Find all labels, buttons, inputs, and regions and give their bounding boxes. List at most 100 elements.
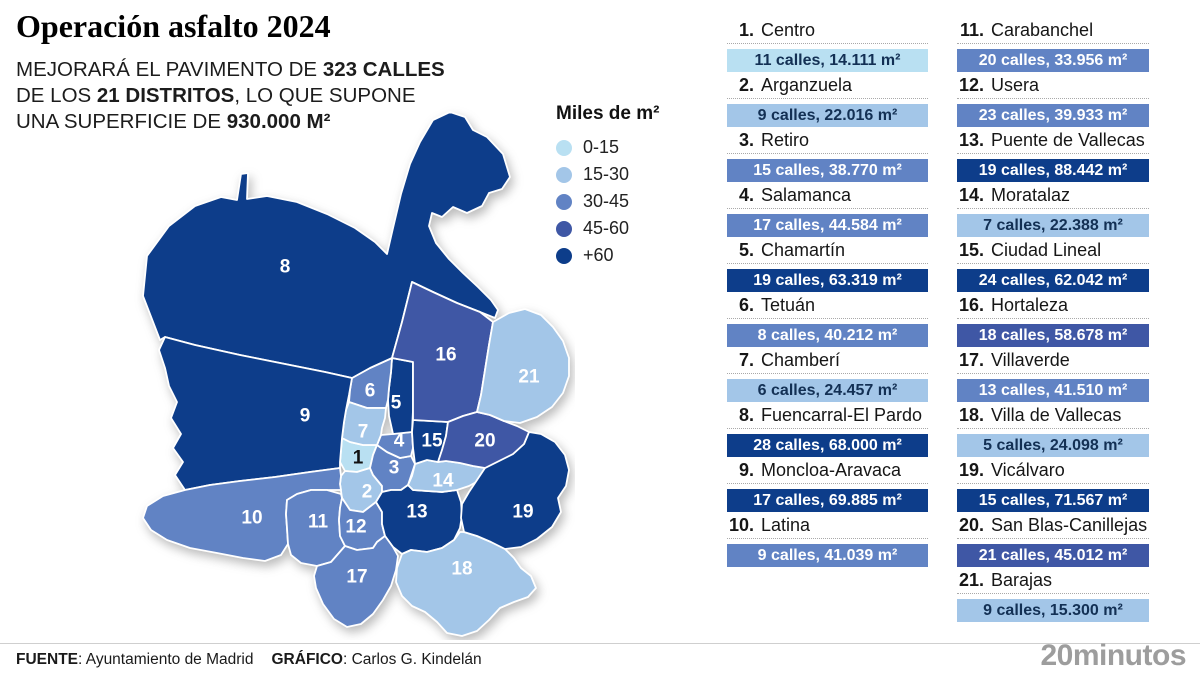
district-name-row: 11. Carabanchel	[957, 20, 1149, 44]
district-shape-18	[395, 531, 537, 637]
district-number: 10.	[728, 515, 754, 535]
district-entry-21: 21. Barajas 9 calles, 15.300 m²	[957, 570, 1149, 622]
district-entry-16: 16. Hortaleza 18 calles, 58.678 m²	[957, 295, 1149, 347]
district-name: Moncloa-Aravaca	[761, 460, 902, 480]
district-map-number-4: 4	[394, 431, 405, 452]
district-name-row: 20. San Blas-Canillejas	[957, 515, 1149, 539]
district-value-bar: 11 calles, 14.111 m²	[727, 49, 928, 72]
district-number: 11.	[959, 20, 984, 40]
district-entry-8: 8. Fuencarral-El Pardo 28 calles, 68.000 m…	[727, 405, 928, 457]
district-name-row: 4. Salamanca	[727, 185, 928, 209]
district-number: 12.	[958, 75, 984, 95]
district-value-bar: 15 calles, 38.770 m²	[727, 159, 928, 182]
district-entry-15: 15. Ciudad Lineal 24 calles, 62.042 m²	[957, 240, 1149, 292]
district-entry-19: 19. Vicálvaro 15 calles, 71.567 m²	[957, 460, 1149, 512]
district-value-bar: 13 calles, 41.510 m²	[957, 379, 1149, 402]
district-number: 21.	[958, 570, 984, 590]
district-map-number-1: 1	[353, 448, 364, 469]
district-map-number-19: 19	[512, 502, 533, 523]
district-name-row: 13. Puente de Vallecas	[957, 130, 1149, 154]
district-number: 6.	[738, 295, 754, 315]
district-value-bar: 19 calles, 88.442 m²	[957, 159, 1149, 182]
district-list-column-1: 1. Centro 11 calles, 14.111 m² 2. Arganzuela…	[727, 20, 928, 570]
district-map-number-15: 15	[421, 431, 443, 452]
district-name: Arganzuela	[761, 75, 853, 95]
district-name: Usera	[991, 75, 1040, 95]
district-name-row: 7. Chamberí	[727, 350, 928, 374]
footer-divider	[0, 643, 1200, 644]
district-value-bar: 17 calles, 44.584 m²	[727, 214, 928, 237]
district-number: 7.	[738, 350, 754, 370]
district-value-bar: 20 calles, 33.956 m²	[957, 49, 1149, 72]
district-name: Tetuán	[761, 295, 816, 315]
district-number: 4.	[738, 185, 754, 205]
district-entry-10: 10. Latina 9 calles, 41.039 m²	[727, 515, 928, 567]
legend-title: Miles de m²	[556, 103, 660, 124]
district-entry-18: 18. Villa de Vallecas 5 calles, 24.098 m²	[957, 405, 1149, 457]
subtitle-segment: 21 DISTRITOS	[96, 84, 235, 107]
district-number: 20.	[958, 515, 984, 535]
district-entry-9: 9. Moncloa-Aravaca 17 calles, 69.885 m²	[727, 460, 928, 512]
legend-color-dot	[556, 193, 572, 210]
district-number: 16.	[958, 295, 984, 315]
source-label: FUENTE	[16, 651, 78, 668]
district-value-bar: 7 calles, 22.388 m²	[957, 214, 1149, 237]
district-name-row: 1. Centro	[727, 20, 928, 44]
district-name: Carabanchel	[991, 20, 1094, 40]
district-name-row: 18. Villa de Vallecas	[957, 405, 1149, 429]
district-entry-11: 11. Carabanchel 20 calles, 33.956 m²	[957, 20, 1149, 72]
subtitle-segment: UNA SUPERFICIE DE	[16, 110, 227, 133]
district-name-row: 15. Ciudad Lineal	[957, 240, 1149, 264]
district-entry-5: 5. Chamartín 19 calles, 63.319 m²	[727, 240, 928, 292]
district-list-column-2: 11. Carabanchel 20 calles, 33.956 m² 12. Use…	[957, 20, 1149, 625]
district-name: Chamartín	[761, 240, 846, 260]
district-shape-17	[313, 535, 399, 628]
district-name-row: 8. Fuencarral-El Pardo	[727, 405, 928, 429]
district-map-number-18: 18	[451, 559, 472, 580]
district-map-number-17: 17	[346, 567, 367, 588]
district-name-row: 14. Moratalaz	[957, 185, 1149, 209]
district-name: Moratalaz	[991, 185, 1071, 205]
district-name: Centro	[761, 20, 816, 40]
district-map-number-9: 9	[300, 406, 311, 427]
subtitle-segment: 323 CALLES	[322, 58, 445, 81]
district-value-bar: 23 calles, 39.933 m²	[957, 104, 1149, 127]
district-entry-7: 7. Chamberí 6 calles, 24.457 m²	[727, 350, 928, 402]
district-name-row: 3. Retiro	[727, 130, 928, 154]
legend-item: +60	[556, 242, 659, 269]
credit-value: : Carlos G. Kindelán	[342, 651, 482, 668]
legend-item: 15-30	[556, 161, 659, 188]
district-map-number-6: 6	[365, 381, 376, 402]
legend-item: 30-45	[556, 188, 659, 215]
district-map-number-8: 8	[280, 257, 291, 278]
district-value-bar: 9 calles, 22.016 m²	[727, 104, 928, 127]
district-entry-3: 3. Retiro 15 calles, 38.770 m²	[727, 130, 928, 182]
district-map-number-12: 12	[345, 517, 366, 538]
district-name-row: 6. Tetuán	[727, 295, 928, 319]
district-shape-21	[476, 308, 570, 424]
legend-label: 45-60	[583, 218, 630, 238]
subtitle: MEJORARÁ EL PAVIMENTO DE 323 CALLES DE LO…	[16, 57, 496, 135]
district-number: 3.	[738, 130, 754, 150]
district-name: Retiro	[761, 130, 810, 150]
district-name: Villaverde	[991, 350, 1070, 370]
brand-logo: 20minutos	[1040, 639, 1186, 672]
district-value-bar: 5 calles, 24.098 m²	[957, 434, 1149, 457]
legend-color-dot	[556, 166, 572, 183]
district-entry-20: 20. San Blas-Canillejas 21 calles, 45.012 …	[957, 515, 1149, 567]
district-name-row: 9. Moncloa-Aravaca	[727, 460, 928, 484]
district-map-number-7: 7	[358, 422, 369, 443]
district-name: San Blas-Canillejas	[991, 515, 1148, 535]
legend: Miles de m² 0-15 15-30 30-45 45-60 +60	[556, 103, 659, 269]
subtitle-segment: MEJORARÁ EL PAVIMENTO DE	[16, 58, 323, 81]
district-name-row: 17. Villaverde	[957, 350, 1149, 374]
district-name: Barajas	[991, 570, 1053, 590]
district-name-row: 19. Vicálvaro	[957, 460, 1149, 484]
district-number: 17.	[958, 350, 984, 370]
district-map-number-2: 2	[362, 482, 373, 503]
district-entry-17: 17. Villaverde 13 calles, 41.510 m²	[957, 350, 1149, 402]
district-value-bar: 17 calles, 69.885 m²	[727, 489, 928, 512]
legend-color-dot	[556, 139, 572, 156]
